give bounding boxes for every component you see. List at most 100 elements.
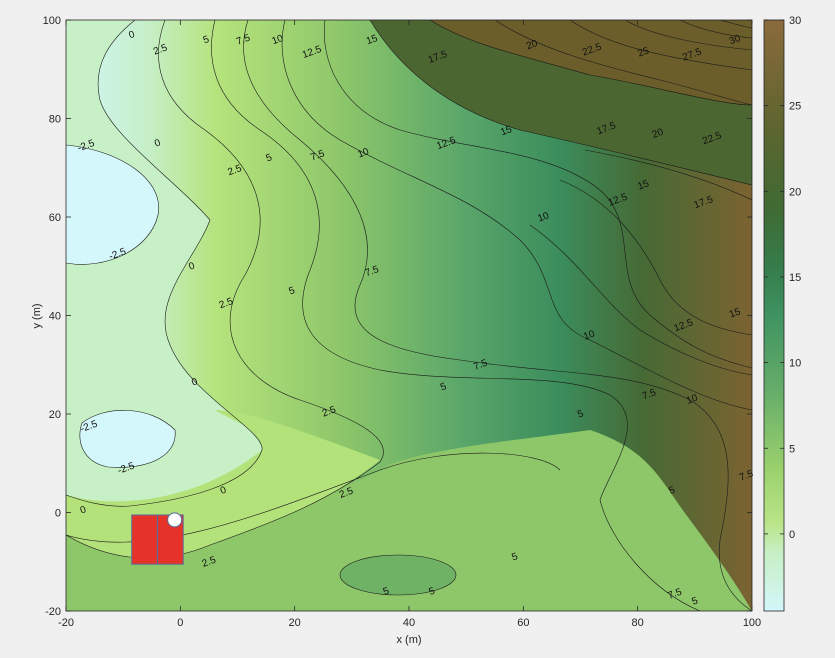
contour-line bbox=[281, 20, 752, 411]
contour-label: 25 bbox=[636, 45, 651, 59]
contour-label: 7.5 bbox=[738, 468, 755, 483]
contour-label: 0 bbox=[219, 485, 228, 497]
contour-label: 0 bbox=[127, 29, 136, 41]
contour-line bbox=[79, 409, 176, 468]
contour-line bbox=[624, 20, 752, 51]
colorbar-tick-label: 20 bbox=[789, 186, 801, 198]
contour-label: 15 bbox=[728, 306, 743, 320]
x-tick-label: 80 bbox=[632, 617, 644, 629]
contour-label: 7.5 bbox=[641, 387, 658, 402]
white-circle-marker bbox=[167, 512, 183, 528]
contour-label: 10 bbox=[356, 146, 371, 160]
contour-line bbox=[211, 20, 701, 611]
contour-label: 5 bbox=[439, 381, 448, 393]
contour-label: 7.5 bbox=[667, 587, 684, 602]
contour-label: 2.5 bbox=[321, 404, 338, 419]
contour-label: 2.5 bbox=[338, 486, 355, 501]
x-tick-label: 0 bbox=[177, 617, 183, 629]
contour-label: 5 bbox=[382, 586, 391, 598]
colorbar-tick-label: 15 bbox=[789, 272, 801, 284]
contour-line bbox=[494, 20, 752, 106]
y-tick-label: 100 bbox=[43, 15, 61, 27]
band-isolated-five bbox=[340, 555, 456, 595]
contour-line bbox=[66, 144, 160, 265]
contour-label: 20 bbox=[525, 38, 540, 52]
colorbar-gradient bbox=[763, 19, 785, 612]
x-axis-label: x (m) bbox=[396, 634, 421, 646]
band-lowest-bottom bbox=[79, 410, 176, 468]
contour-line bbox=[529, 224, 752, 376]
x-tick-label: -20 bbox=[58, 617, 74, 629]
contour-label: 5 bbox=[510, 551, 519, 563]
contour-label: 0 bbox=[153, 137, 162, 149]
band-bottom bbox=[66, 430, 752, 611]
colorbar-tick-label: 10 bbox=[789, 358, 801, 370]
contour-line bbox=[339, 554, 457, 596]
y-tick-label: 80 bbox=[49, 114, 61, 126]
contour-line bbox=[66, 20, 384, 559]
contour-label: 10 bbox=[685, 392, 700, 406]
x-tick-label: 60 bbox=[517, 617, 529, 629]
contour-line bbox=[584, 149, 752, 201]
x-tick-label: 100 bbox=[743, 617, 761, 629]
contour-fills bbox=[66, 20, 752, 611]
contour-line bbox=[569, 20, 752, 71]
colorbar-tick-label: 25 bbox=[789, 101, 801, 113]
contour-label: 10 bbox=[582, 328, 597, 342]
contour-label: 2.5 bbox=[218, 296, 235, 311]
contour-label: 0 bbox=[187, 260, 196, 272]
contour-line bbox=[369, 20, 752, 186]
contour-label: 5 bbox=[576, 408, 585, 420]
y-tick-label: 60 bbox=[49, 212, 61, 224]
contour-label: 5 bbox=[691, 595, 700, 607]
y-tick-label: -20 bbox=[45, 606, 61, 618]
contour-line bbox=[243, 20, 752, 611]
marker-group bbox=[131, 512, 184, 565]
contour-label: 15 bbox=[636, 178, 651, 192]
contour-label: 7.5 bbox=[309, 148, 326, 163]
colorbar-tick-label: 5 bbox=[789, 443, 795, 455]
contour-label: 20 bbox=[651, 127, 666, 141]
contour-line bbox=[323, 20, 752, 369]
contour-label: 5 bbox=[428, 586, 437, 598]
contour-line bbox=[559, 179, 752, 336]
x-axis: -20 0 20 40 60 80 100 bbox=[58, 20, 761, 629]
contour-label: 5 bbox=[265, 152, 274, 164]
band-dark-green bbox=[370, 20, 752, 185]
colorbar-tick-label: 0 bbox=[789, 529, 795, 541]
contour-label: 0 bbox=[190, 376, 199, 388]
contour-label: 5 bbox=[668, 485, 677, 497]
contour-label: 7.5 bbox=[364, 264, 381, 279]
y-tick-label: 20 bbox=[49, 409, 61, 421]
contour-line bbox=[429, 20, 752, 106]
contour-label: 10 bbox=[536, 210, 551, 224]
contour-label: 7.5 bbox=[472, 358, 489, 373]
contour-label: 15 bbox=[365, 33, 380, 47]
contour-label: 2.5 bbox=[226, 163, 243, 178]
y-axis-label: y (m) bbox=[31, 303, 43, 328]
colorbar-ticks: 0 5 10 15 20 25 30 bbox=[764, 15, 801, 541]
contour-label: 30 bbox=[728, 33, 743, 47]
contour-label: 2.5 bbox=[152, 42, 169, 57]
contour-line bbox=[719, 20, 752, 29]
contour-label: 10 bbox=[271, 33, 286, 47]
contour-label: 5 bbox=[287, 285, 296, 297]
contour-label: 15 bbox=[499, 124, 514, 138]
band-neg bbox=[66, 20, 263, 507]
x-tick-label: 40 bbox=[403, 617, 415, 629]
contour-label: 7.5 bbox=[235, 32, 252, 47]
band-lowest-top bbox=[66, 145, 159, 265]
y-tick-label: 40 bbox=[49, 311, 61, 323]
contour-line bbox=[679, 20, 752, 39]
colorbar: 0 5 10 15 20 25 30 bbox=[763, 15, 801, 612]
contour-label: 5 bbox=[202, 34, 211, 46]
contour-lines bbox=[66, 20, 752, 611]
x-tick-label: 20 bbox=[289, 617, 301, 629]
contour-label: 2.5 bbox=[201, 555, 218, 570]
contour-line bbox=[66, 20, 263, 507]
y-tick-label: 0 bbox=[55, 508, 61, 520]
